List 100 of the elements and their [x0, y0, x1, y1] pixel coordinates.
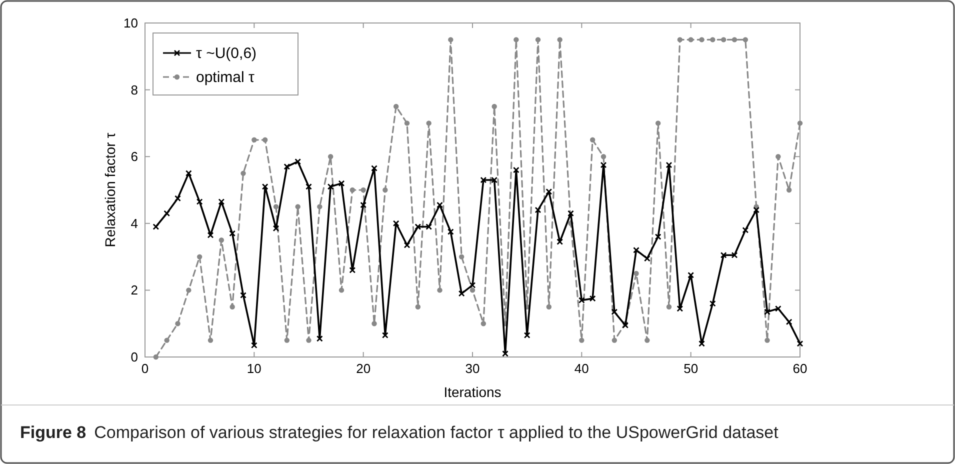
point [634, 270, 639, 276]
point [196, 198, 203, 205]
point [644, 255, 650, 262]
x-tick-label: 30 [465, 361, 480, 376]
point [797, 120, 803, 126]
point [470, 288, 476, 293]
point [240, 292, 246, 298]
point [644, 338, 650, 343]
point [382, 332, 388, 338]
point [328, 154, 334, 160]
point [742, 37, 748, 42]
point [448, 37, 454, 42]
point [153, 354, 159, 360]
point [458, 290, 465, 297]
x-axis-title: Iterations [444, 384, 502, 400]
point [415, 304, 421, 310]
point [600, 154, 606, 160]
point [590, 137, 596, 142]
point [546, 188, 552, 195]
point [273, 204, 279, 210]
legend-label: optimal τ [196, 69, 255, 86]
point [688, 272, 694, 278]
point [774, 305, 782, 312]
point [218, 198, 225, 205]
point [742, 226, 749, 234]
point [491, 176, 498, 184]
point [480, 176, 487, 184]
point [360, 187, 366, 193]
caption: Figure 8 [20, 423, 86, 442]
point [164, 338, 170, 343]
point [458, 254, 464, 260]
point [688, 37, 694, 42]
point [589, 295, 596, 302]
point [327, 183, 334, 190]
point [349, 266, 356, 274]
y-tick-label: 4 [130, 216, 138, 231]
y-tick-label: 6 [130, 149, 138, 164]
point [611, 308, 618, 316]
point [208, 338, 214, 343]
point [469, 282, 476, 288]
point [633, 246, 640, 254]
point [382, 187, 388, 193]
x-tick-label: 0 [141, 361, 149, 376]
point [360, 202, 367, 208]
point [152, 224, 160, 230]
point [262, 137, 268, 142]
point [414, 224, 422, 230]
point [436, 202, 443, 208]
point [230, 304, 235, 310]
point [262, 183, 268, 190]
point [753, 206, 760, 214]
point [250, 342, 258, 349]
point [338, 180, 345, 187]
point [666, 304, 672, 310]
point [404, 120, 410, 126]
point [534, 206, 542, 214]
point [654, 234, 662, 240]
point [295, 204, 300, 210]
point [514, 37, 519, 42]
point [546, 304, 552, 310]
y-axis-title: Relaxation factor τ [102, 132, 118, 248]
point [786, 187, 792, 193]
point [392, 220, 400, 227]
point [512, 166, 520, 174]
point [600, 162, 607, 168]
x-tick-label: 40 [574, 361, 589, 376]
point [720, 37, 726, 42]
point [240, 170, 246, 176]
point [796, 340, 804, 347]
point [732, 37, 738, 42]
point [196, 254, 202, 260]
point [709, 300, 716, 307]
point [316, 335, 323, 342]
point [502, 350, 508, 357]
point [371, 165, 378, 172]
point [579, 338, 584, 343]
point [185, 170, 192, 176]
point [492, 104, 497, 110]
text: Comparison of various strategies for relaxation factor τ applied to the USpowerGrid dataset [94, 423, 779, 442]
point [284, 163, 290, 170]
point [294, 158, 302, 165]
point [218, 238, 224, 243]
point [174, 195, 181, 202]
point [164, 210, 170, 217]
point [666, 162, 672, 168]
point [786, 318, 792, 326]
point [676, 305, 684, 312]
point [207, 232, 214, 238]
point [568, 210, 574, 217]
point [699, 37, 704, 42]
y-tick-label: 2 [130, 282, 138, 298]
point [677, 37, 683, 42]
point [524, 332, 530, 338]
point [229, 230, 236, 237]
point [764, 308, 770, 316]
x-tick-label: 10 [246, 361, 262, 376]
y-tick-label: 8 [130, 82, 138, 98]
point [480, 321, 486, 326]
point [578, 297, 585, 304]
x-tick-label: 60 [792, 361, 808, 376]
